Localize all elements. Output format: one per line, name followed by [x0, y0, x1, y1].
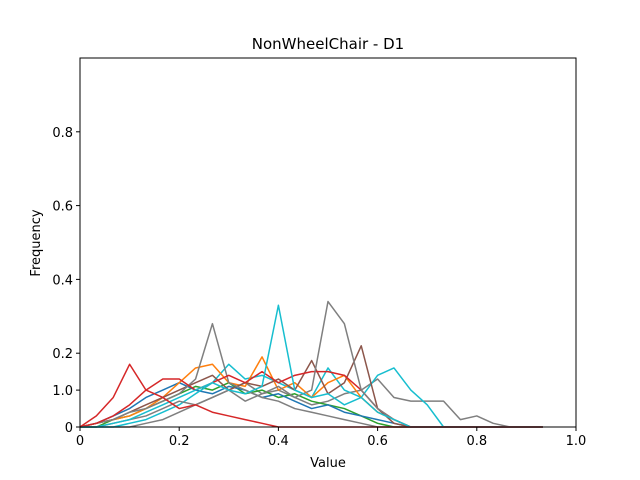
x-axis-label: Value	[310, 456, 346, 471]
y-tick-label: 0.6	[52, 200, 73, 215]
x-tick-label: 1.0	[566, 434, 587, 449]
y-tick-label: 0.4	[52, 273, 73, 288]
chart-title: NonWheelChair - D1	[252, 35, 404, 53]
data-line	[80, 378, 543, 428]
y-tick-label: 0.2	[52, 347, 73, 362]
x-tick-label: 0.8	[466, 434, 487, 449]
y-tick-label: 1.0	[52, 384, 73, 399]
y-axis-label: Frequency	[29, 209, 44, 276]
x-tick-label: 0.2	[169, 434, 190, 449]
x-tick-label: 0.4	[268, 434, 289, 449]
plot-frame	[79, 57, 577, 428]
x-tick-label: 0.6	[367, 434, 388, 449]
y-tick-label: 0.8	[52, 126, 73, 141]
x-tick-label: 0	[76, 434, 84, 449]
y-tick-label: 0	[65, 421, 73, 436]
